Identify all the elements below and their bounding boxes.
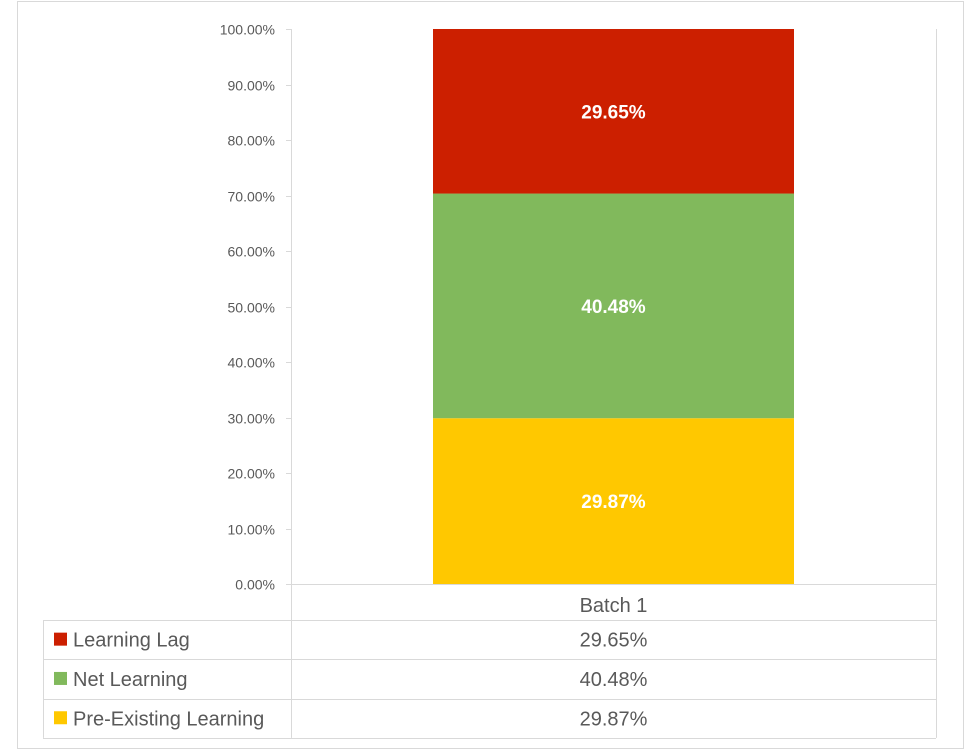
y-tick-label: 70.00% <box>228 189 275 205</box>
bar-segment <box>433 418 794 584</box>
y-tick-label: 50.00% <box>228 300 275 316</box>
y-tick-label: 100.00% <box>220 22 275 38</box>
x-category-label: Batch 1 <box>580 595 648 617</box>
y-tick-label: 10.00% <box>228 522 275 538</box>
bar-segment <box>433 193 794 419</box>
y-tick-label: 90.00% <box>228 78 275 94</box>
legend-key <box>54 671 67 685</box>
legend-label: Learning Lag <box>73 630 190 652</box>
legend-key <box>54 711 67 725</box>
data-label: 29.65% <box>581 102 646 123</box>
y-tick-label: 30.00% <box>228 411 275 427</box>
table-value: 29.87% <box>580 708 648 730</box>
bar-layer: 29.87% 40.48% 29.65% <box>433 29 794 584</box>
legend-label: Pre-Existing Learning <box>73 708 264 730</box>
y-tick-label: 40.00% <box>228 355 275 371</box>
y-tick-label: 0.00% <box>235 577 275 593</box>
y-tick-label: 20.00% <box>228 466 275 482</box>
legend-key <box>54 632 67 646</box>
legend-label: Net Learning <box>73 669 188 691</box>
bar-segment <box>433 29 794 194</box>
data-table: Batch 1 Learning Lag 29.65% Net Learning 40.… <box>43 29 937 739</box>
table-value: 40.48% <box>580 669 648 691</box>
data-label: 29.87% <box>581 492 646 513</box>
axis-layer: 0.00% 10.00% 20.00% 30.00% 40.00% 50.00% 60.00… <box>220 22 292 593</box>
chart-border <box>17 1 964 749</box>
table-value: 29.65% <box>580 630 648 652</box>
data-label: 40.48% <box>581 297 646 318</box>
y-tick-label: 60.00% <box>228 244 275 260</box>
y-tick-label: 80.00% <box>228 133 275 149</box>
